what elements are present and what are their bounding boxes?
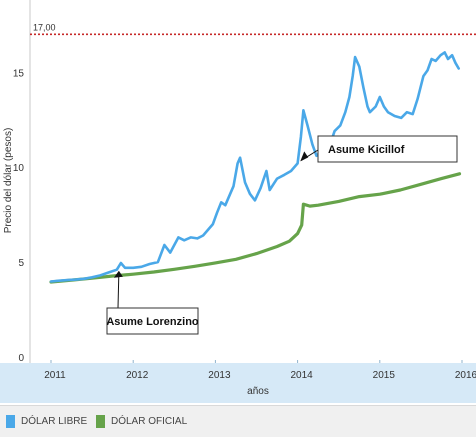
x-axis-title: años (247, 386, 269, 397)
annotation-box (317, 135, 458, 163)
annotation-label-kicillof: Asume Kicillof (328, 144, 405, 156)
x-tick-label: 2013 (208, 370, 231, 381)
y-tick-label: 5 (18, 258, 24, 269)
legend-label-libre: DÓLAR LIBRE (21, 416, 88, 427)
y-tick-label: 10 (13, 163, 25, 174)
x-tick-label: 2015 (373, 370, 396, 381)
x-tick-label: 2014 (290, 370, 313, 381)
annotation-arrowhead (113, 270, 123, 278)
legend-swatch-libre (6, 415, 15, 428)
annotation-box (106, 307, 199, 335)
legend-label-oficial: DÓLAR OFICIAL (111, 416, 188, 427)
reference-line-label: 17,00 (33, 22, 56, 32)
annotation-label-lorenzino: Asume Lorenzino (106, 316, 199, 328)
legend-swatch-oficial (96, 415, 105, 428)
y-tick-label: 0 (18, 353, 24, 364)
chart-legend: DÓLAR LIBRE DÓLAR OFICIAL (0, 405, 476, 437)
plot-background (30, 0, 476, 363)
y-tick-label: 15 (13, 68, 25, 79)
x-tick-label: 2011 (44, 370, 66, 381)
x-tick-label: 2016 (455, 370, 476, 381)
annotation-pointer (117, 271, 120, 309)
series-line-libre (49, 51, 460, 283)
legend-item-oficial[interactable]: DÓLAR OFICIAL (96, 415, 187, 428)
series-line-oficial (49, 172, 462, 284)
x-axis-band (0, 363, 476, 403)
price-chart: 17,00 0 5 10 15 Precio del dólar (pesos) 2011 2… (0, 0, 476, 403)
annotation-arrowhead (300, 151, 309, 162)
y-axis-title: Precio del dólar (pesos) (3, 128, 14, 234)
legend-item-libre[interactable]: DÓLAR LIBRE (6, 415, 87, 428)
x-tick-label: 2012 (126, 370, 149, 381)
